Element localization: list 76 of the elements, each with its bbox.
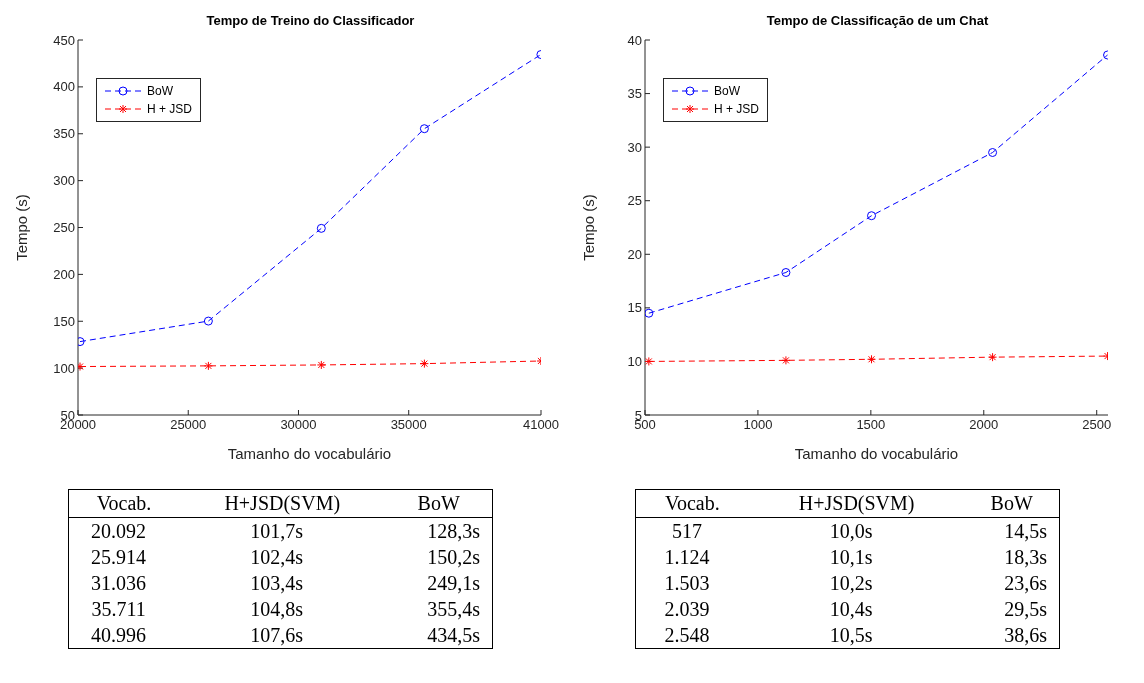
text: 25.914 (90, 545, 148, 570)
point (867, 211, 877, 221)
y-tick-label: 400 (53, 79, 75, 95)
y-axis-title: Tempo (s) (580, 194, 598, 261)
y-axis-title: Tempo (s) (13, 194, 31, 261)
y-tick-label: 250 (53, 220, 75, 236)
y-tick-label: 150 (53, 313, 75, 329)
x-tick-label: 1500 (856, 417, 886, 433)
text: 29,5s (1003, 597, 1048, 622)
y-tick-label: 35 (627, 86, 642, 102)
y-tick-label: 450 (53, 32, 75, 48)
text: 150,2s (426, 545, 481, 570)
text: 2.548 (663, 623, 711, 648)
y-tick-label: 15 (627, 300, 642, 316)
category-label: Vocab. (664, 491, 721, 516)
category-label: H+JSD(SVM) (797, 491, 916, 517)
text: 10,1s (828, 545, 874, 570)
y-tick-label: 350 (53, 126, 75, 142)
x-tick-label: 35000 (390, 417, 427, 433)
text: 104,8s (249, 597, 305, 622)
x-tick-label: 2500 (1082, 417, 1112, 433)
point (781, 268, 791, 277)
y-tick-label: 25 (627, 193, 642, 209)
chart-title: Tempo de Treino do Classificador (205, 12, 416, 30)
x-tick-label: 30000 (280, 417, 317, 433)
text: 23,6s (1003, 571, 1048, 596)
x-tick-label: 2000 (969, 417, 999, 433)
text: 103,4s (249, 571, 305, 596)
text: 517 (670, 519, 703, 544)
y-tick-label: 40 (627, 32, 642, 48)
point (988, 148, 998, 157)
text: 101,7s (249, 519, 305, 544)
text: 10,4s (828, 597, 874, 622)
point (419, 124, 429, 134)
category-label: H+JSD(SVM) (223, 491, 342, 517)
point (203, 316, 213, 326)
text: 18,3s (1003, 545, 1048, 570)
text: 128,3s (426, 519, 481, 544)
text: 31.036 (90, 571, 148, 596)
text: 434,5s (426, 623, 481, 648)
text: 38,6s (1003, 623, 1048, 648)
chart-title: Tempo de Classificação de um Chat (765, 12, 990, 30)
text: 355,4s (426, 597, 481, 622)
legend-label: H + JSD (714, 102, 760, 116)
text: 249,1s (426, 571, 481, 596)
point (645, 308, 654, 318)
text: 10,5s (828, 623, 874, 648)
x-tick-label: 25000 (170, 417, 207, 433)
text: 10,2s (828, 571, 874, 596)
legend-label: H + JSD (147, 102, 193, 116)
category-label: BoW (989, 491, 1034, 516)
x-tick-label: 41000 (522, 417, 560, 433)
legend-label: BoW (714, 84, 741, 98)
y-tick-label: 200 (53, 266, 75, 282)
text: 102,4s (249, 545, 305, 570)
text: 40.996 (90, 623, 148, 648)
text: 1.503 (663, 571, 711, 596)
y-tick-label: 30 (627, 139, 642, 155)
text: 35.711 (90, 597, 147, 622)
y-tick-label: 20 (627, 246, 642, 262)
category-label: BoW (416, 491, 461, 516)
text: 107,6s (249, 623, 305, 648)
y-tick-label: 10 (627, 354, 642, 370)
x-axis-title: Tamanho do vocabulário (794, 445, 959, 462)
x-tick-label: 1000 (743, 417, 773, 433)
text: 2.039 (663, 597, 711, 622)
text: 1.124 (663, 545, 711, 570)
text: 14,5s (1003, 519, 1048, 544)
y-tick-label: 100 (53, 360, 75, 376)
point (316, 223, 326, 233)
category-label: Vocab. (95, 491, 153, 516)
text: 20.092 (90, 519, 148, 544)
text: 10,0s (828, 519, 874, 544)
x-axis-title: Tamanho do vocabulário (227, 445, 392, 462)
y-tick-label: 300 (53, 173, 75, 189)
legend-label: BoW (147, 84, 174, 98)
